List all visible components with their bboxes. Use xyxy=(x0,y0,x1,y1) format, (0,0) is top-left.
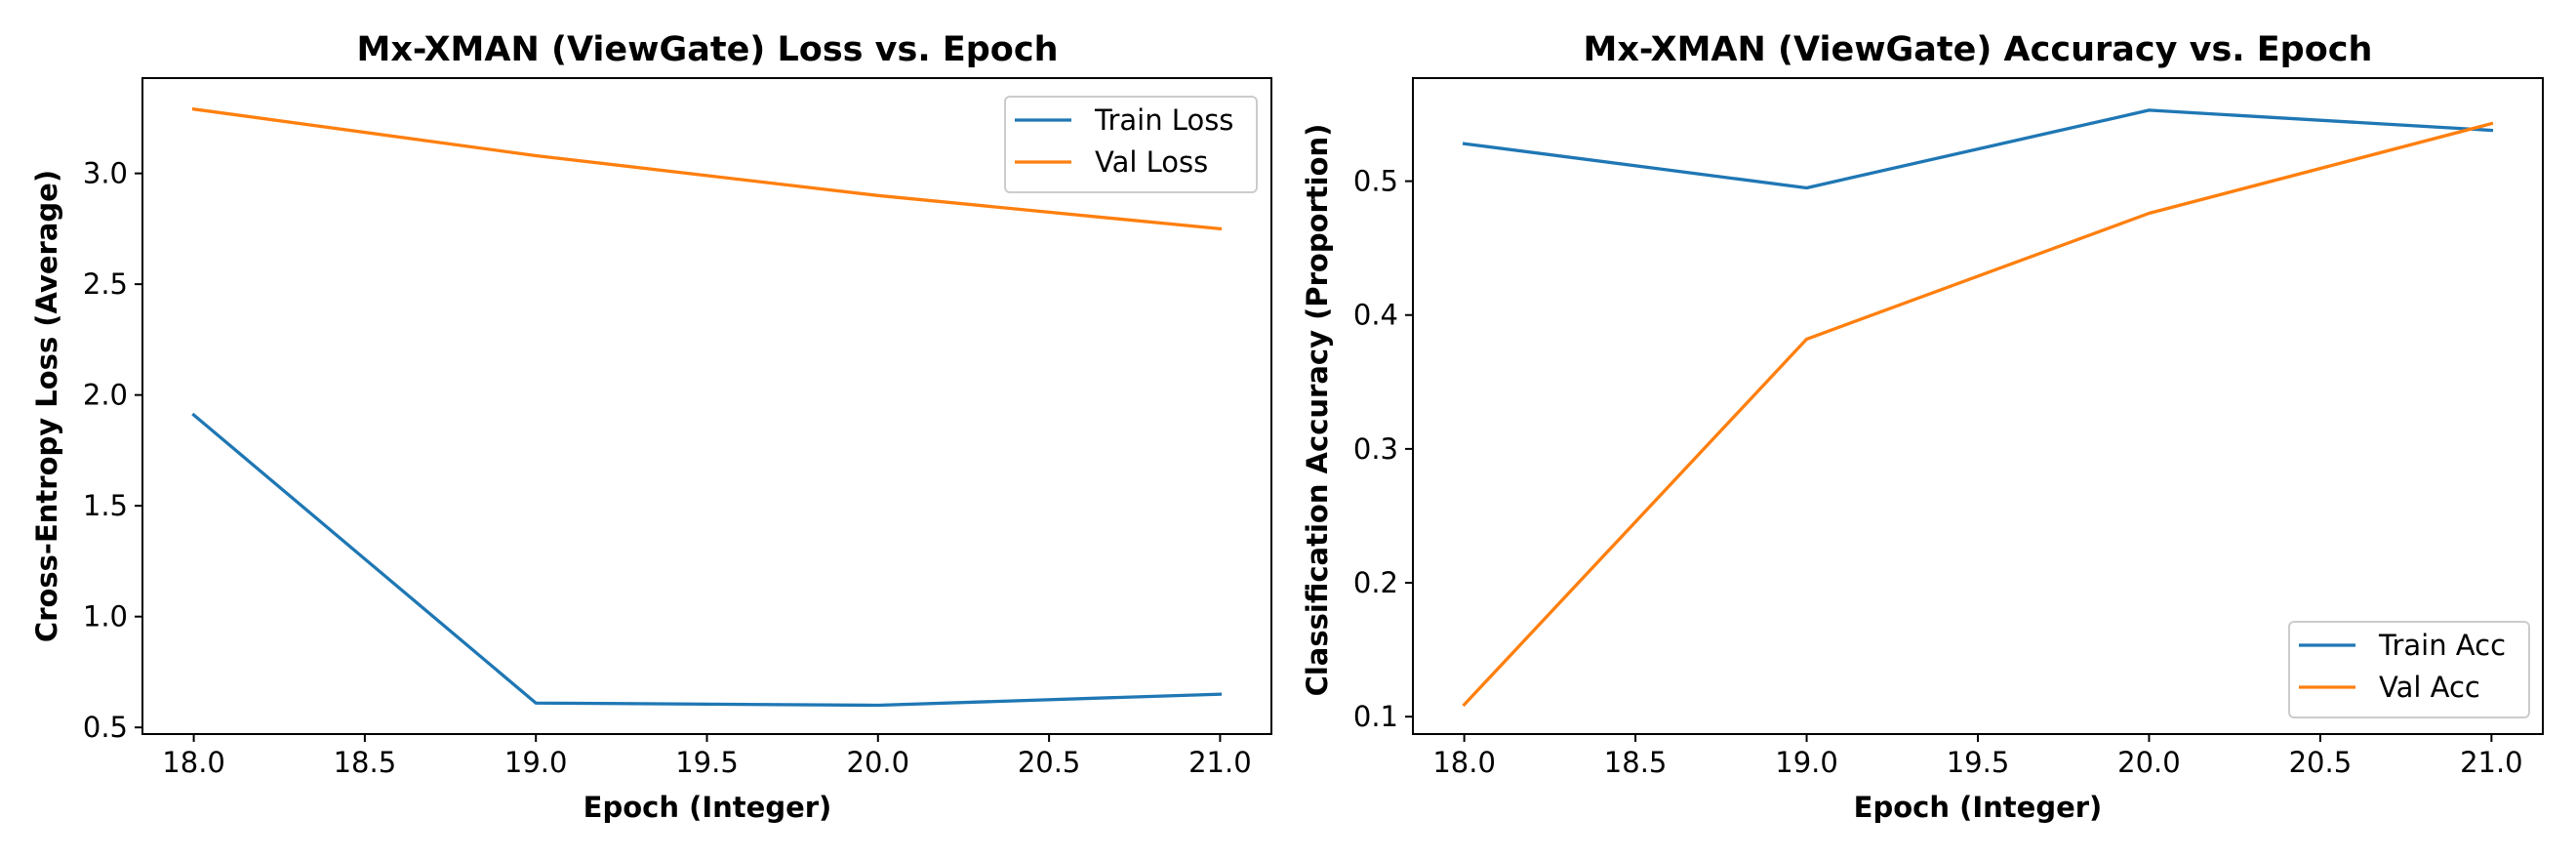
loss-series-line-train-loss xyxy=(191,412,1223,708)
accuracy-y-tick-label: 0.2 xyxy=(1353,566,1398,599)
loss-y-tick-label: 0.5 xyxy=(83,711,128,744)
accuracy-series-line-val-acc xyxy=(1462,121,2494,708)
loss-series-line-val-loss xyxy=(191,106,1223,231)
loss-legend-label: Val Loss xyxy=(1095,145,1208,179)
accuracy-y-tick-label: 0.5 xyxy=(1353,165,1398,198)
accuracy-x-tick-label: 19.0 xyxy=(1775,746,1838,779)
accuracy-y-tick-label: 0.3 xyxy=(1353,432,1398,466)
loss-y-tick-label: 2.0 xyxy=(83,379,128,412)
loss-x-tick-label: 19.5 xyxy=(675,746,739,779)
accuracy-x-tick-label: 18.0 xyxy=(1432,746,1496,779)
loss-x-tick-label: 20.5 xyxy=(1018,746,1081,779)
accuracy-legend-label: Val Acc xyxy=(2379,671,2480,704)
loss-chart-title: Mx-XMAN (ViewGate) Loss vs. Epoch xyxy=(357,30,1059,69)
loss-y-tick-label: 1.5 xyxy=(83,489,128,522)
accuracy-plot-area: 18.0 18.5 19.0 19.5 20.0 20.5 21.0 0.1 0.2 0.3 0.4… xyxy=(1353,77,2544,779)
accuracy-legend-label: Train Acc xyxy=(2378,629,2506,662)
loss-legend-label: Train Loss xyxy=(1094,103,1233,137)
accuracy-x-tick-label: 21.0 xyxy=(2460,746,2523,779)
loss-x-tick-label: 20.0 xyxy=(847,746,910,779)
loss-chart-ylabel: Cross-Entropy Loss (Average) xyxy=(30,170,63,642)
loss-y-tick-label: 1.0 xyxy=(83,600,128,634)
accuracy-legend: Train Acc Val Acc xyxy=(2288,621,2530,718)
accuracy-chart-xlabel: Epoch (Integer) xyxy=(1854,791,2103,824)
loss-plot-area: 18.0 18.5 19.0 19.5 20.0 20.5 21.0 0.5 1.0 1.5 2.0… xyxy=(83,77,1272,779)
accuracy-x-tick-label: 18.5 xyxy=(1604,746,1668,779)
loss-x-tick-label: 21.0 xyxy=(1188,746,1252,779)
accuracy-x-tick-label: 20.0 xyxy=(2117,746,2181,779)
loss-legend: Train Loss Val Loss xyxy=(1004,96,1258,193)
accuracy-x-tick-label: 19.5 xyxy=(1947,746,2010,779)
loss-x-tick-label: 18.5 xyxy=(334,746,397,779)
loss-chart: Mx-XMAN (ViewGate) Loss vs. Epoch Epoch … xyxy=(30,30,1272,824)
accuracy-series-line-train-acc xyxy=(1462,108,2494,190)
loss-chart-xlabel: Epoch (Integer) xyxy=(584,791,832,824)
loss-x-tick-label: 19.0 xyxy=(504,746,568,779)
accuracy-chart-title: Mx-XMAN (ViewGate) Accuracy vs. Epoch xyxy=(1584,30,2373,69)
accuracy-y-tick-label: 0.4 xyxy=(1353,299,1398,332)
loss-y-tick-label: 3.0 xyxy=(83,157,128,190)
loss-x-tick-label: 18.0 xyxy=(162,746,225,779)
loss-y-tick-label: 2.5 xyxy=(83,267,128,301)
accuracy-chart-ylabel: Classification Accuracy (Proportion) xyxy=(1301,124,1334,697)
accuracy-x-tick-label: 20.5 xyxy=(2289,746,2353,779)
accuracy-chart: Mx-XMAN (ViewGate) Accuracy vs. Epoch Ep… xyxy=(1301,30,2544,824)
accuracy-y-tick-label: 0.1 xyxy=(1353,700,1398,733)
